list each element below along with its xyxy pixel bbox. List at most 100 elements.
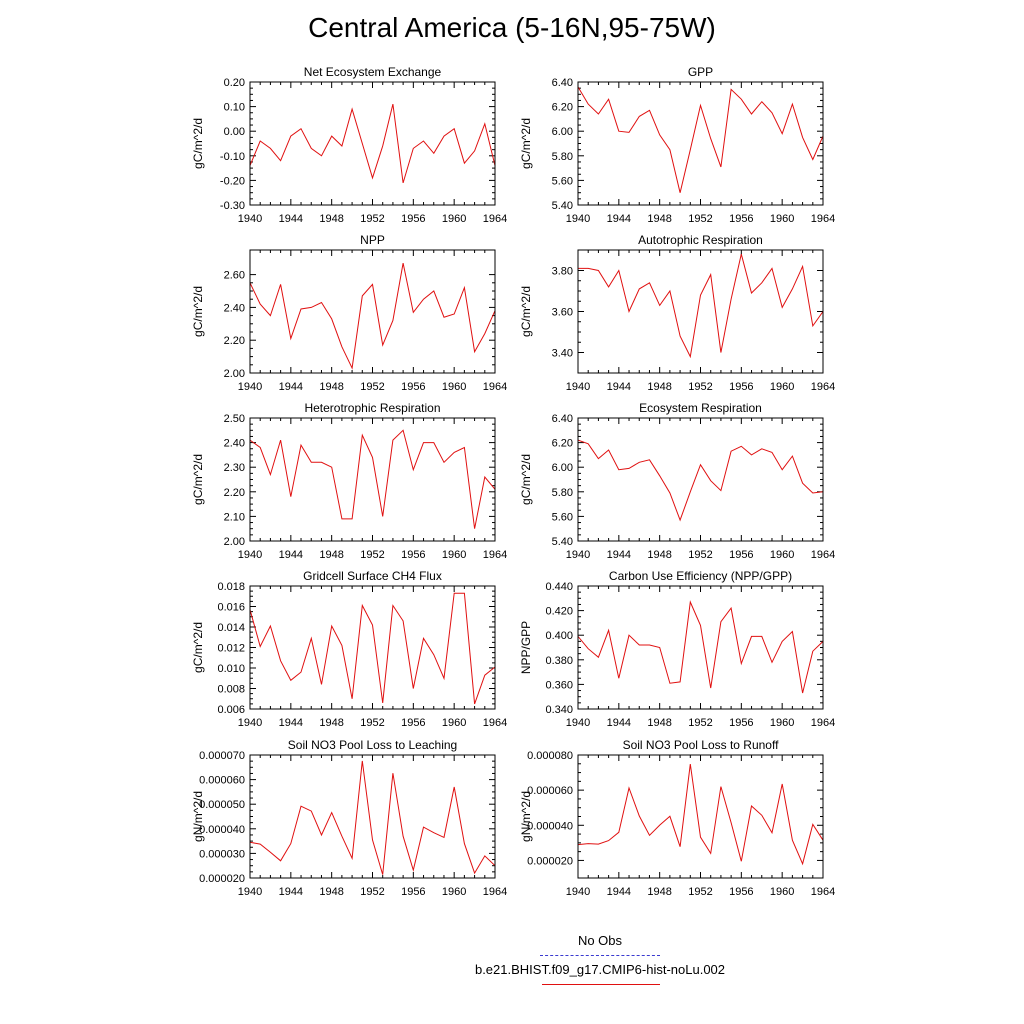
x-tick-label: 1952 (360, 717, 384, 729)
y-tick-label: 6.20 (552, 438, 573, 450)
x-tick-label: 1956 (401, 381, 425, 393)
y-tick-label: 0.00 (224, 126, 245, 138)
x-tick-label: 1948 (647, 549, 671, 561)
panel-title: Autotrophic Respiration (638, 233, 763, 247)
x-tick-label: 1944 (607, 886, 631, 898)
y-tick-label: 2.40 (224, 302, 245, 314)
x-tick-label: 1964 (483, 717, 507, 729)
series-line (578, 600, 823, 694)
y-tick-label: 6.20 (552, 102, 573, 114)
x-tick-label: 1940 (566, 717, 590, 729)
y-tick-label: 5.60 (552, 511, 573, 523)
x-tick-label: 1940 (566, 886, 590, 898)
x-tick-label: 1956 (729, 381, 753, 393)
series-line (250, 262, 495, 370)
y-tick-label: 2.10 (224, 511, 245, 523)
x-tick-label: 1944 (279, 549, 303, 561)
x-tick-label: 1960 (442, 886, 466, 898)
panel-frame (249, 81, 496, 206)
x-tick-label: 1956 (401, 717, 425, 729)
y-axis-label: gN/m^2/d (191, 791, 205, 842)
y-tick-label: 2.00 (224, 536, 245, 548)
x-tick-label: 1964 (811, 717, 835, 729)
panel-frame (577, 249, 824, 374)
y-tick-label: 0.400 (545, 630, 573, 642)
panel-title: Gridcell Surface CH4 Flux (303, 569, 442, 583)
chart-panel-4: Heterotrophic Respiration gC/m^2/d 1940 194… (191, 401, 507, 561)
x-tick-label: 1964 (483, 381, 507, 393)
y-tick-label: 2.00 (224, 368, 245, 380)
y-tick-label: 0.012 (217, 643, 245, 655)
series-line (578, 253, 823, 359)
x-tick-label: 1960 (442, 717, 466, 729)
y-tick-label: 0.000050 (199, 799, 245, 811)
y-axis-label: gC/m^2/d (519, 118, 533, 169)
y-axis-label: gC/m^2/d (519, 454, 533, 505)
panel-title: NPP (360, 233, 385, 247)
y-tick-label: 0.006 (217, 704, 245, 716)
series-line (250, 592, 495, 705)
x-tick-label: 1940 (238, 717, 262, 729)
y-tick-label: 0.000040 (527, 820, 573, 832)
x-tick-label: 1944 (607, 549, 631, 561)
y-tick-label: 0.000020 (199, 873, 245, 885)
y-tick-label: 0.380 (545, 655, 573, 667)
legend-obs-label: No Obs (577, 933, 623, 948)
y-tick-label: 2.30 (224, 462, 245, 474)
x-tick-label: 1940 (566, 381, 590, 393)
panel-frame (577, 754, 824, 879)
y-tick-label: -0.10 (220, 151, 245, 163)
y-axis-label: gC/m^2/d (191, 118, 205, 169)
x-tick-label: 1940 (238, 381, 262, 393)
x-tick-label: 1944 (279, 213, 303, 225)
y-axis-label: NPP/GPP (519, 621, 533, 674)
panel-title: Net Ecosystem Exchange (304, 65, 442, 79)
y-tick-label: 3.60 (552, 307, 573, 319)
x-tick-label: 1964 (811, 381, 835, 393)
y-tick-label: 2.40 (224, 438, 245, 450)
series-line (578, 86, 823, 193)
chart-panel-5: Ecosystem Respiration gC/m^2/d 1940 1944 194… (519, 401, 835, 561)
y-tick-label: 6.00 (552, 126, 573, 138)
y-tick-label: 0.014 (217, 622, 245, 634)
panel-title: GPP (688, 65, 713, 79)
x-tick-label: 1948 (319, 549, 343, 561)
y-tick-label: 6.40 (552, 413, 573, 425)
x-tick-label: 1948 (319, 213, 343, 225)
x-tick-label: 1952 (688, 886, 712, 898)
y-axis-label: gC/m^2/d (191, 286, 205, 337)
x-tick-label: 1964 (811, 886, 835, 898)
y-tick-label: 5.40 (552, 200, 573, 212)
series-line (250, 760, 495, 875)
panel-title: Heterotrophic Respiration (304, 401, 440, 415)
y-tick-label: 0.440 (545, 581, 573, 593)
panel-title: Carbon Use Efficiency (NPP/GPP) (609, 569, 792, 583)
y-tick-label: 6.00 (552, 462, 573, 474)
x-tick-label: 1952 (360, 213, 384, 225)
y-tick-label: 0.340 (545, 704, 573, 716)
chart-panel-9: Soil NO3 Pool Loss to Runoff gN/m^2/d 1940… (519, 738, 835, 898)
panel-title: Soil NO3 Pool Loss to Leaching (288, 738, 457, 752)
panel-frame (249, 249, 496, 374)
x-tick-label: 1952 (688, 381, 712, 393)
series-line (578, 439, 823, 522)
y-axis-label: gC/m^2/d (191, 454, 205, 505)
y-tick-label: 2.20 (224, 335, 245, 347)
y-tick-label: 5.80 (552, 151, 573, 163)
x-tick-label: 1960 (770, 886, 794, 898)
x-tick-label: 1960 (770, 549, 794, 561)
x-tick-label: 1952 (688, 549, 712, 561)
panel-frame (577, 417, 824, 542)
x-tick-label: 1956 (401, 886, 425, 898)
y-tick-label: 0.008 (217, 684, 245, 696)
x-tick-label: 1944 (279, 381, 303, 393)
x-tick-label: 1944 (607, 717, 631, 729)
x-tick-label: 1960 (770, 213, 794, 225)
legend-case-label: b.e21.BHIST.f09_g17.CMIP6-hist-noLu.002 (474, 962, 726, 977)
y-tick-label: 5.80 (552, 487, 573, 499)
page-title: Central America (5-16N,95-75W) (308, 12, 716, 43)
series-line (250, 103, 495, 184)
y-tick-label: 0.000070 (199, 750, 245, 762)
series-line (578, 764, 823, 866)
x-tick-label: 1960 (442, 549, 466, 561)
